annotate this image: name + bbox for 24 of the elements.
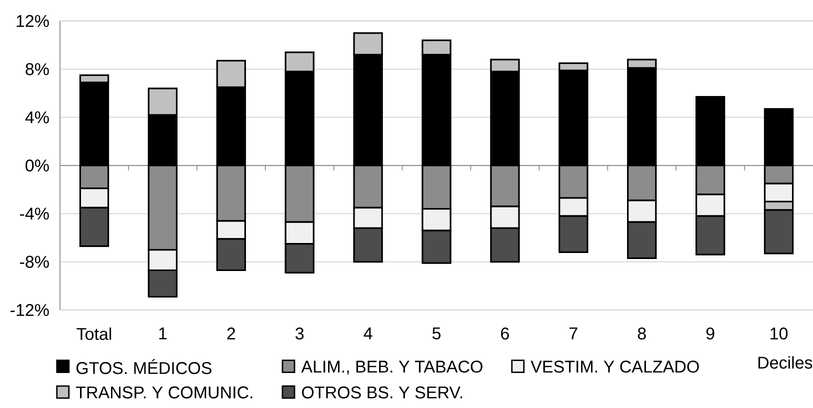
x-tick-label: 7	[570, 328, 578, 340]
y-tick-label: 0%	[26, 159, 49, 172]
y-tick-label: -8%	[20, 256, 49, 268]
legend-label: VESTIM. Y CALZADO	[530, 360, 699, 373]
y-tick-label: 4%	[25, 111, 49, 124]
x-tick-label: 2	[227, 328, 236, 340]
x-tick-label: 10	[770, 328, 788, 340]
x-tick-label: 5	[432, 328, 441, 340]
legend-label: TRANSP. Y COMUNIC.	[76, 386, 252, 398]
x-tick-label: 6	[501, 328, 509, 340]
y-tick-label: 12%	[16, 15, 49, 27]
y-tick-label: -12%	[10, 304, 49, 316]
legend-label: ALIM., BEB. Y TABACO	[301, 360, 482, 375]
legend-label: OTROS BS. Y SERV.	[302, 386, 462, 398]
x-tick-label: 4	[364, 328, 372, 340]
x-tick-label: 9	[706, 328, 714, 340]
y-tick-label: -4%	[20, 208, 49, 220]
x-tick-label: Total	[76, 328, 112, 340]
x-tick-label: 8	[638, 328, 646, 340]
x-tick-label: 1	[159, 328, 167, 340]
x-axis-title: Deciles	[758, 356, 812, 369]
x-tick-label: 3	[296, 328, 304, 340]
legend-label: GTOS. MÉDICOS	[76, 359, 212, 374]
y-tick-label: 8%	[26, 63, 49, 76]
